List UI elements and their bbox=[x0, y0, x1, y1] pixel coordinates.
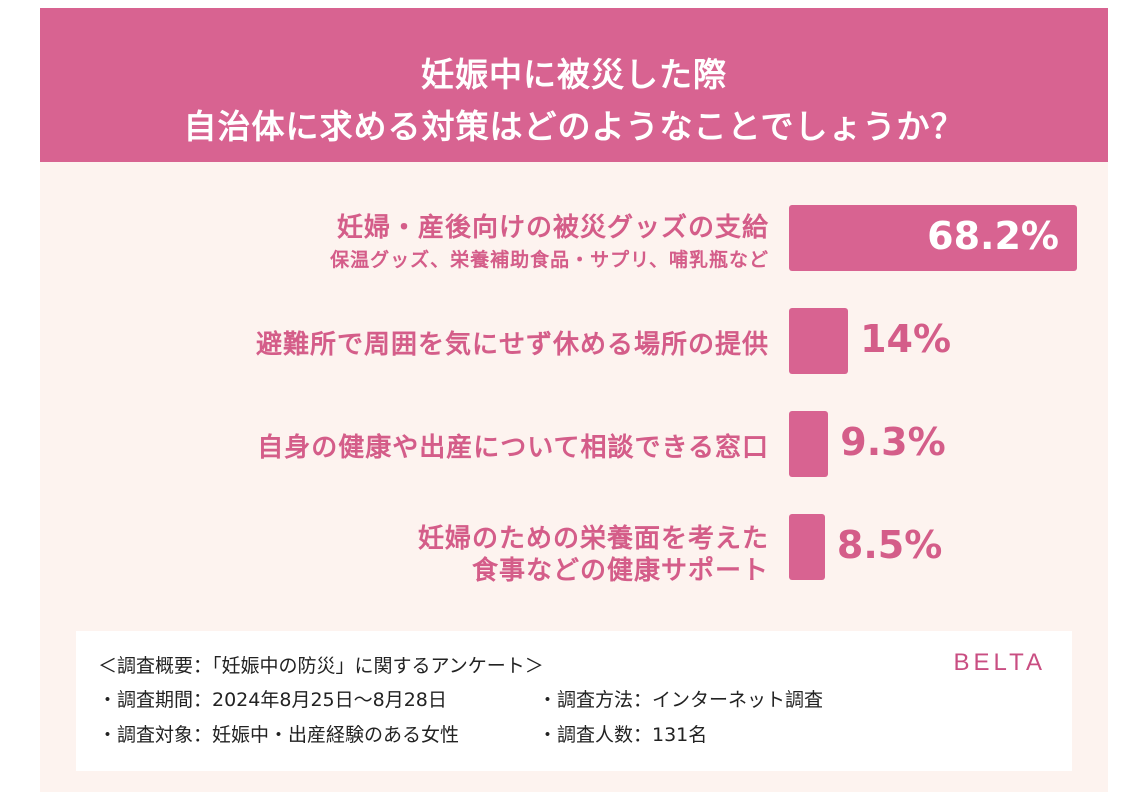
title-banner: 妊娠中に被災した際 自治体に求める対策はどのようなことでしょうか？ bbox=[40, 8, 1108, 162]
value-label: 68.2% bbox=[927, 214, 1059, 258]
chart-title-line2: 自治体に求める対策はどのようなことでしょうか？ bbox=[183, 107, 965, 146]
survey-heading: ＜調査概要：「妊娠中の防災」に関するアンケート＞ bbox=[98, 655, 544, 677]
bar bbox=[789, 308, 849, 374]
value-label: 8.5% bbox=[836, 523, 943, 567]
bar bbox=[789, 205, 1077, 271]
survey-target: ・調査対象：妊娠中・出産経験のある女性 bbox=[98, 724, 460, 746]
category-label: 妊婦のための栄養面を考えた bbox=[417, 524, 769, 554]
category-label: 妊婦・産後向けの被災グッズの支給 bbox=[336, 213, 769, 243]
bar bbox=[789, 514, 825, 580]
survey-count: ・調査人数：131名 bbox=[538, 724, 708, 746]
bar bbox=[789, 411, 829, 477]
category-label: 食事などの健康サポート bbox=[471, 556, 769, 586]
belta-logo: BELTA bbox=[953, 649, 1046, 676]
survey-summary-box: ＜調査概要：「妊娠中の防災」に関するアンケート＞ ・調査期間：2024年8月25… bbox=[76, 631, 1072, 771]
survey-period: ・調査期間：2024年8月25日〜8月28日 bbox=[98, 689, 447, 711]
value-label: 14% bbox=[860, 317, 952, 361]
chart-title-line1: 妊娠中に被災した際 bbox=[421, 55, 727, 94]
bar-chart: 妊婦・産後向けの被災グッズの支給保温グッズ、栄養補助食品・サプリ、哺乳瓶など 68… bbox=[255, 205, 1077, 586]
category-label: 自身の健康や出産について相談できる窓口 bbox=[257, 433, 769, 463]
survey-method: ・調査方法：インターネット調査 bbox=[538, 689, 824, 711]
category-label: 避難所で周囲を気にせず休める場所の提供 bbox=[255, 330, 769, 360]
category-sublabel: 保温グッズ、栄養補助食品・サプリ、哺乳瓶など bbox=[330, 249, 769, 271]
value-label: 9.3% bbox=[840, 420, 946, 464]
